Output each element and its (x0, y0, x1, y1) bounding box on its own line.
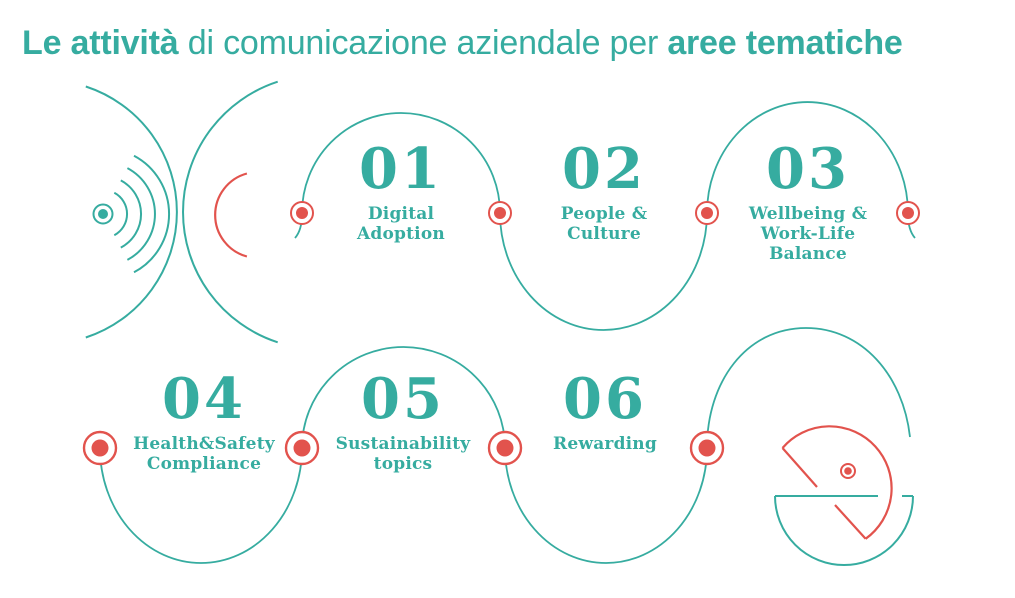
bottom-wave-path (99, 327, 911, 564)
wave-trough-02 (499, 212, 708, 331)
node-label: Digital Adoption (291, 204, 511, 244)
large-circle-arc-left (85, 85, 178, 339)
ripple-center-dot (98, 209, 108, 219)
node-06-rewarding: 06 Rewarding (495, 371, 715, 454)
milestone-dot (701, 207, 713, 219)
red-half-circle-arc (214, 172, 248, 258)
ripple-arc-1 (113, 191, 128, 237)
node-label-line: Work-Life (760, 224, 856, 244)
node-number: 01 (359, 136, 443, 202)
node-label-line: Rewarding (553, 434, 657, 454)
milestone-dot (698, 439, 716, 457)
top-wave-path (294, 101, 916, 331)
half-disk-arc (774, 495, 914, 566)
node-label: People & Culture (494, 204, 714, 244)
pacman-mouth-lower (834, 504, 867, 540)
milestone-dot (296, 207, 308, 219)
wave-trough-04 (99, 447, 303, 564)
pacman-decoration (774, 425, 914, 566)
node-label-line: People & (560, 204, 648, 224)
node-label-line: Culture (567, 224, 641, 244)
node-01-digital-adoption: 01 Digital Adoption (291, 141, 511, 244)
node-label-line: Balance (769, 244, 847, 264)
node-label-line: Wellbeing & (748, 204, 868, 224)
node-label: Health&Safety Compliance (94, 434, 314, 474)
ripple-decoration (85, 80, 279, 344)
ripple-arc-4 (133, 154, 171, 274)
title-bold-end: aree tematiche (667, 24, 903, 62)
wave-crest-03 (706, 101, 909, 214)
node-number: 05 (361, 366, 445, 432)
node-label-line: Digital (367, 204, 435, 224)
milestone-dot (496, 439, 514, 457)
node-number: 06 (563, 366, 647, 432)
node-label-line: Compliance (146, 454, 262, 474)
large-circle-arc-right (182, 80, 279, 344)
node-02-people-culture: 02 People & Culture (494, 141, 714, 244)
node-number: 02 (562, 136, 646, 202)
milestone-dot (91, 439, 109, 457)
page-title: Le attività di comunicazione aziendale p… (22, 24, 1007, 62)
node-03-wellbeing-worklife-balance: 03 Wellbeing & Work-Life Balance (698, 141, 918, 264)
ripple-arc-2 (120, 179, 142, 249)
bottom-milestone-dots (82, 430, 725, 466)
node-label: Sustainability topics (293, 434, 513, 474)
node-number: 03 (766, 136, 850, 202)
pacman-eye-dot (844, 467, 852, 475)
pacman-mouth-upper (781, 447, 818, 488)
milestone-dot (494, 207, 506, 219)
node-number: 04 (162, 366, 246, 432)
node-label-line: Adoption (357, 224, 445, 244)
ripple-arc-3 (126, 167, 156, 261)
milestone-dot (293, 439, 311, 457)
top-milestone-dots (290, 201, 920, 225)
pacman-body-arc (781, 425, 893, 540)
node-04-health-safety-compliance: 04 Health&Safety Compliance (94, 371, 314, 474)
wave-tail-crest (706, 327, 911, 449)
wave-crest-05 (301, 346, 506, 449)
node-05-sustainability-topics: 05 Sustainability topics (293, 371, 513, 474)
node-label-line: Sustainability (335, 434, 471, 454)
title-regular-middle: di comunicazione aziendale per (178, 24, 668, 62)
node-label: Wellbeing & Work-Life Balance (698, 204, 918, 264)
node-label-line: Health&Safety (133, 434, 275, 454)
node-label-line: topics (373, 454, 433, 474)
wave-crest-01 (301, 112, 501, 214)
title-bold-start: Le attività (22, 24, 179, 62)
milestone-dot (902, 207, 914, 219)
wave-trough-06 (504, 447, 708, 564)
node-label: Rewarding (495, 434, 715, 454)
